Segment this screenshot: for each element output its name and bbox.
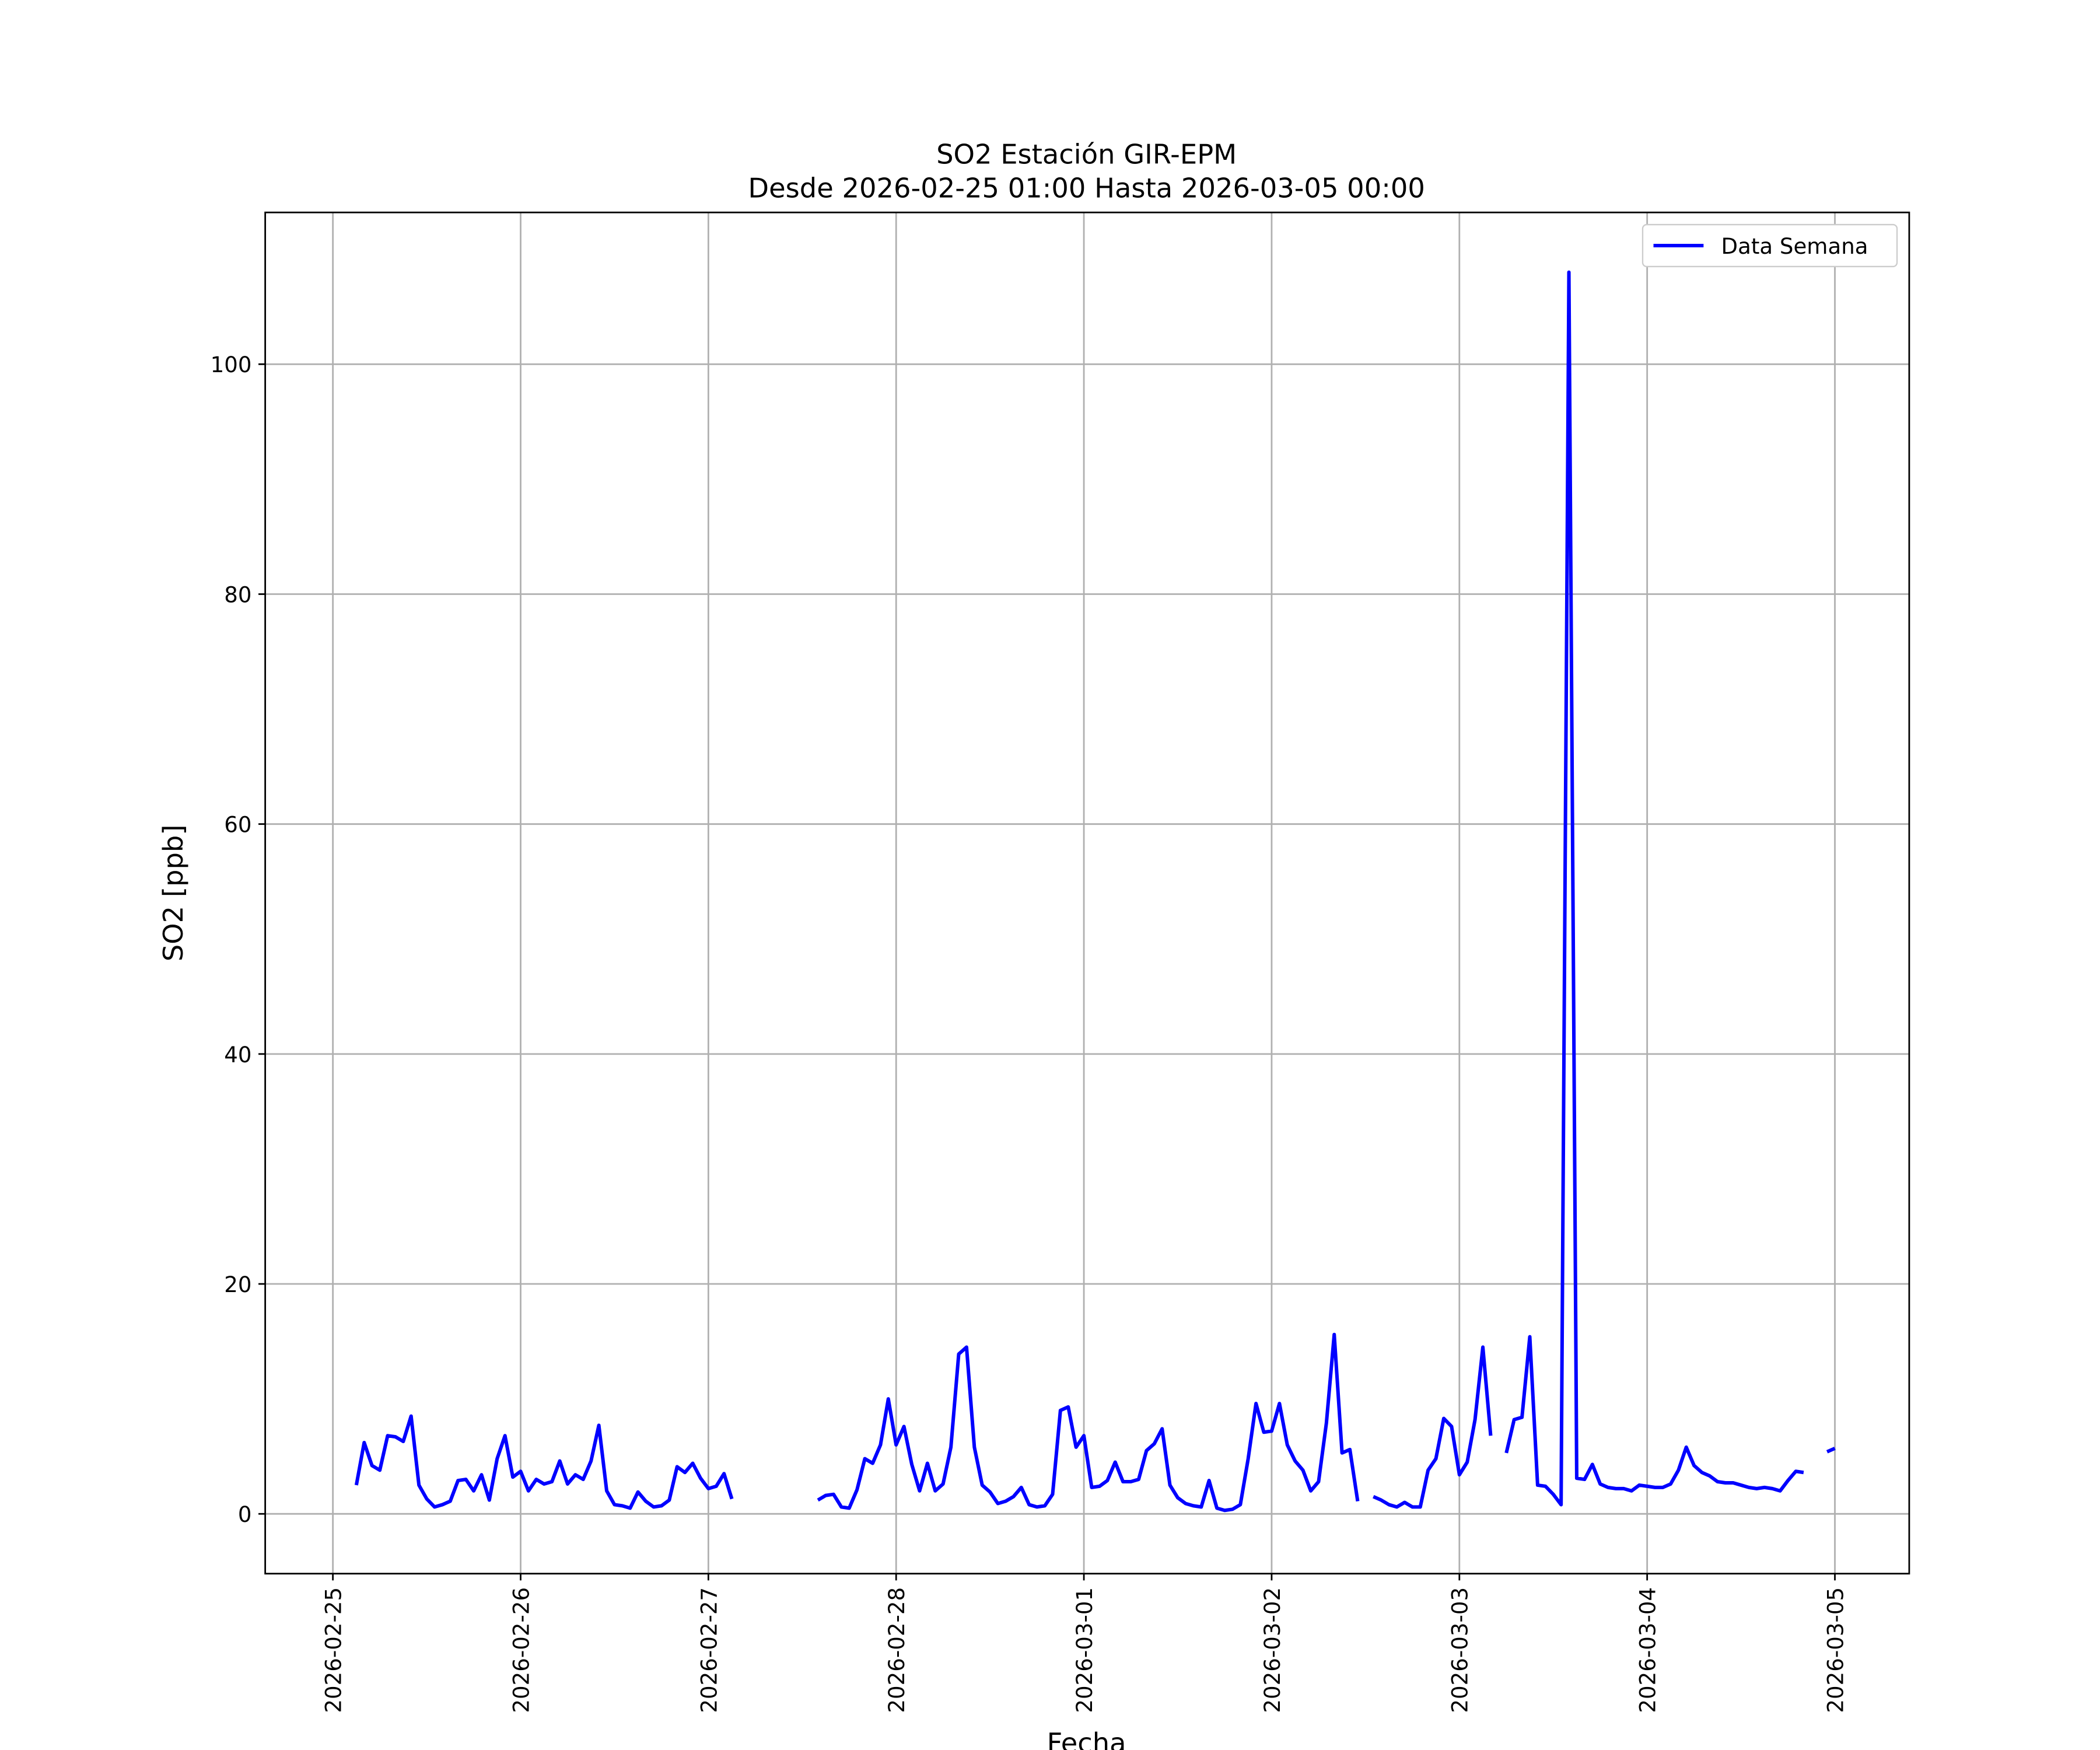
ticks: 0 20 40 60 80 100 2026-02-25 2026-02-26 2026-02-…	[211, 352, 1849, 1713]
y-tick-label: 0	[238, 1502, 252, 1527]
x-tick-label: 2026-02-27	[696, 1587, 722, 1713]
x-tick-label: 2026-02-28	[884, 1587, 909, 1713]
x-tick-label: 2026-02-26	[509, 1587, 534, 1713]
x-tick-label: 2026-03-01	[1072, 1587, 1097, 1713]
data-line	[354, 270, 1836, 1513]
legend-box	[1642, 223, 1898, 268]
legend-label: Data Semana	[1721, 234, 1868, 259]
chart-subtitle: Desde 2026-02-25 01:00 Hasta 2026-03-05 …	[748, 173, 1424, 204]
x-tick-label: 2026-03-05	[1823, 1587, 1848, 1713]
x-tick-label: 2026-03-02	[1260, 1587, 1285, 1713]
x-tick-label: 2026-03-03	[1448, 1587, 1473, 1713]
axes-frame	[264, 211, 1910, 1575]
y-axis-label: SO2 [ppb]	[158, 825, 189, 962]
grid	[265, 212, 1909, 1574]
plot-area	[354, 270, 1836, 1513]
y-tick-label: 60	[224, 813, 251, 838]
y-tick-label: 100	[211, 352, 252, 377]
y-tick-label: 80	[224, 582, 251, 607]
x-tick-label: 2026-03-04	[1636, 1587, 1661, 1713]
chart-title: SO2 Estación GIR-EPM	[936, 139, 1237, 170]
x-axis-label: Fecha	[1047, 1727, 1126, 1750]
y-tick-label: 20	[224, 1272, 251, 1297]
y-tick-label: 40	[224, 1042, 251, 1068]
x-tick-label: 2026-02-25	[321, 1587, 346, 1713]
legend: Data Semana	[1642, 223, 1898, 268]
